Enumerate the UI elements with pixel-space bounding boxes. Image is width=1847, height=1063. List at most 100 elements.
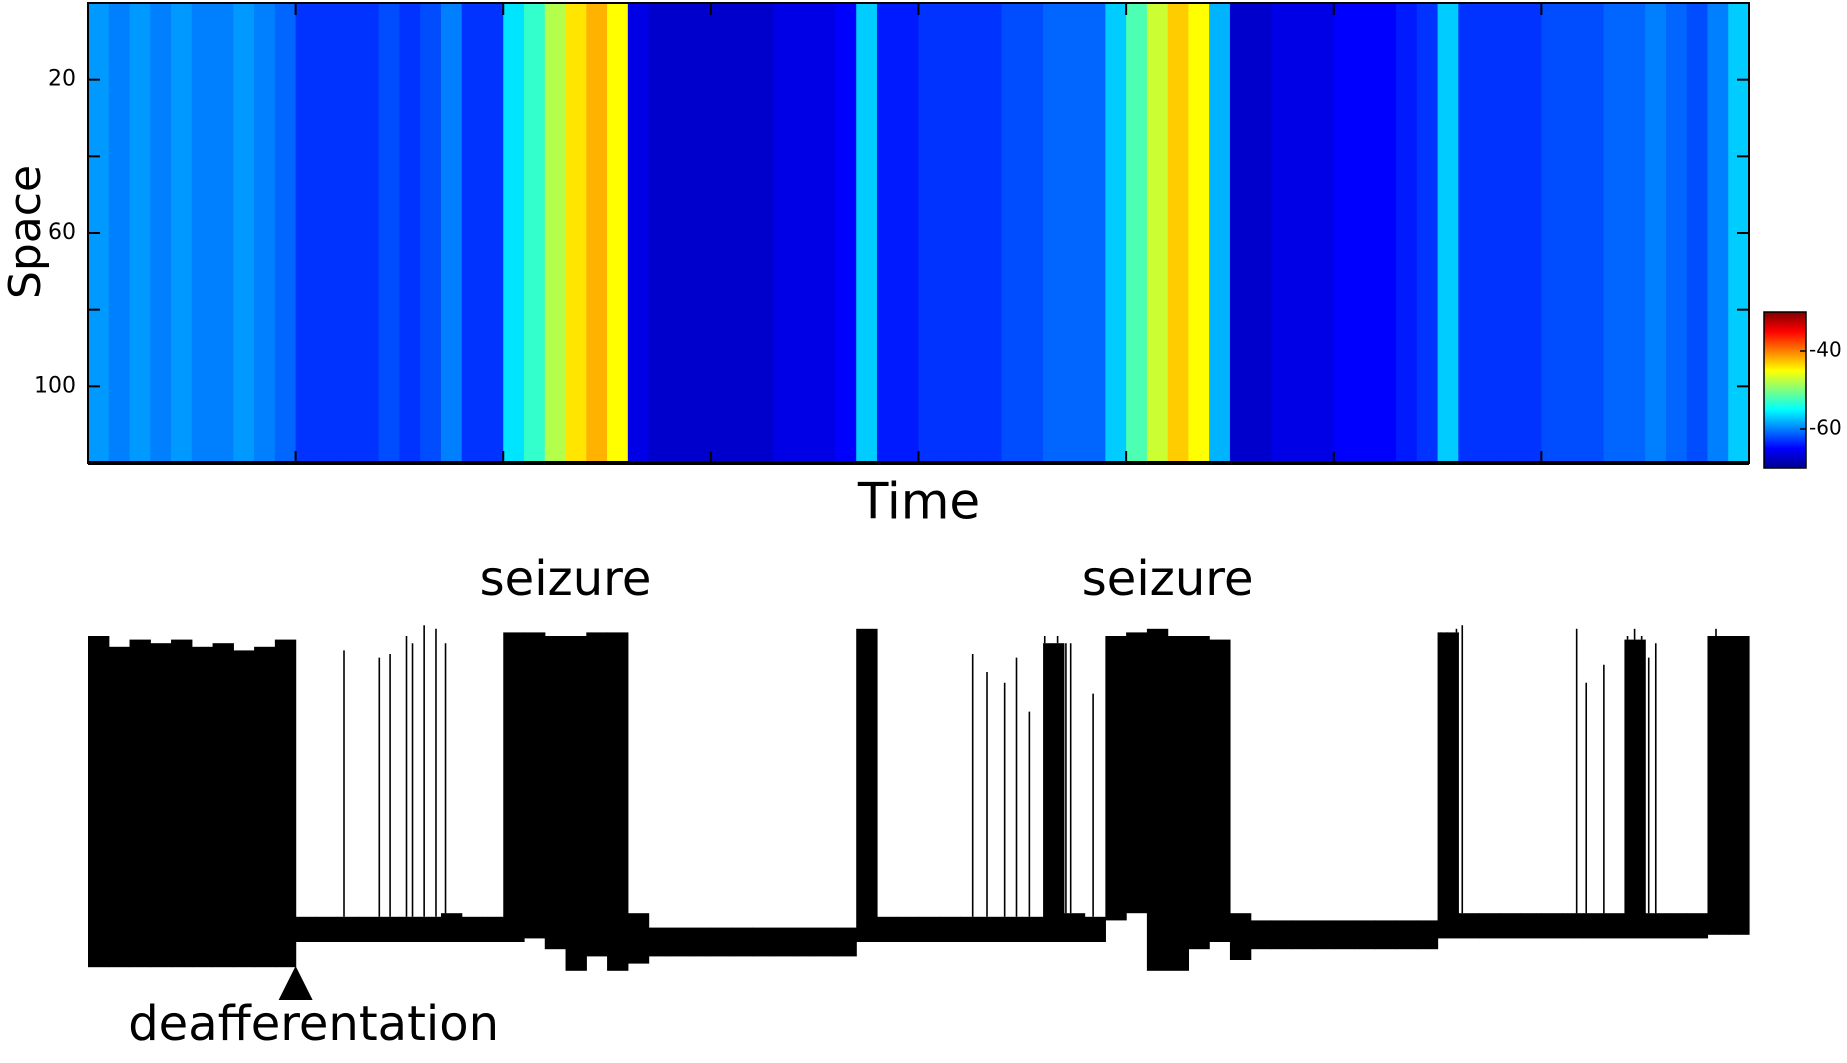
heatmap-cell	[731, 3, 753, 463]
heatmap-cell	[960, 3, 982, 463]
heatmap-cell	[1250, 3, 1273, 463]
heatmap-cell	[1354, 3, 1376, 463]
trace-envelope	[482, 916, 504, 942]
trace-envelope	[1229, 913, 1252, 960]
trace-envelope	[1312, 920, 1335, 950]
trace-envelope	[316, 916, 338, 942]
trace-envelope	[1001, 916, 1023, 942]
trace-envelope	[1520, 913, 1542, 939]
heatmap-cell	[1416, 3, 1439, 463]
heatmap-cell	[254, 3, 276, 463]
heatmap-cell	[108, 3, 131, 463]
annotation-label: deafferentation	[128, 996, 499, 1052]
heatmap-cell	[503, 3, 525, 463]
heatmap-cell	[814, 3, 837, 463]
heatmap-cell	[1686, 3, 1709, 463]
trace-envelope	[1603, 913, 1626, 939]
heatmap-cell	[856, 3, 878, 463]
heatmap-cell	[1582, 3, 1605, 463]
trace-envelope	[129, 639, 151, 968]
heatmap-cell	[1520, 3, 1542, 463]
heatmap-cell	[1312, 3, 1335, 463]
heatmap-cell	[150, 3, 172, 463]
trace-envelope	[897, 916, 920, 942]
trace-envelope	[669, 927, 691, 957]
trace-envelope	[1354, 920, 1376, 950]
trace-envelope	[1084, 916, 1106, 942]
heatmap-cell	[1105, 3, 1127, 463]
trace-envelope	[1728, 636, 1750, 935]
trace-envelope	[254, 646, 276, 968]
heatmap-cell	[1624, 3, 1646, 463]
trace-envelope	[337, 916, 359, 942]
annotation-marker	[278, 966, 313, 1000]
heatmap-cell	[1499, 3, 1522, 463]
trace-envelope	[108, 646, 131, 968]
trace-envelope	[1271, 920, 1293, 950]
heatmap-cell	[420, 3, 442, 463]
heatmap-cell	[1001, 3, 1023, 463]
trace-envelope	[1437, 632, 1459, 939]
colorbar-tick-label: -60	[1809, 416, 1842, 440]
heatmap-cell	[835, 3, 857, 463]
heatmap-cell	[1146, 3, 1169, 463]
trace-envelope	[1043, 643, 1065, 942]
trace-envelope	[503, 632, 525, 942]
trace-envelope	[544, 636, 567, 950]
heatmap-cell	[876, 3, 899, 463]
annotation-label: seizure	[480, 551, 652, 607]
heatmap-cell	[544, 3, 567, 463]
trace-envelope	[586, 632, 608, 957]
heatmap-cell	[1229, 3, 1252, 463]
x-axis-label: Time	[857, 473, 980, 531]
trace-envelope	[1333, 920, 1356, 950]
heatmap-cell	[793, 3, 816, 463]
trace-envelope	[1499, 913, 1522, 939]
trace-envelope	[171, 639, 193, 968]
trace-envelope	[1126, 632, 1148, 914]
trace-envelope	[1479, 913, 1501, 939]
trace-envelope	[233, 650, 255, 968]
heatmap-cell	[171, 3, 193, 463]
colorbar-tick-label: -40	[1809, 338, 1842, 362]
heatmap-cell	[1188, 3, 1210, 463]
trace-envelope	[461, 916, 484, 942]
trace-envelope	[191, 646, 214, 968]
trace-envelope	[1645, 913, 1667, 939]
trace-envelope	[1416, 920, 1439, 950]
heatmap-cell	[1375, 3, 1397, 463]
heatmap-cell	[918, 3, 940, 463]
heatmap-cell	[586, 3, 608, 463]
heatmap-cell	[212, 3, 234, 463]
trace-envelope	[607, 632, 629, 971]
trace-envelope	[1541, 913, 1563, 939]
heatmap-cell	[939, 3, 961, 463]
trace-envelope	[150, 643, 172, 968]
heatmap-cell	[980, 3, 1003, 463]
heatmap-cell	[1126, 3, 1148, 463]
trace-envelope	[274, 639, 297, 968]
trace-envelope	[648, 927, 670, 957]
heatmap-cell	[274, 3, 297, 463]
heatmap-cell	[233, 3, 255, 463]
trace-envelope	[773, 927, 795, 957]
heatmap-cell	[752, 3, 774, 463]
heatmap-cell	[1541, 3, 1563, 463]
trace-envelope	[835, 927, 857, 957]
trace-envelope	[918, 916, 940, 942]
trace-envelope	[1624, 639, 1646, 939]
heatmap-cell	[1063, 3, 1086, 463]
heatmap-cell	[607, 3, 629, 463]
heatmap-cell	[1396, 3, 1418, 463]
heatmap-cell	[1209, 3, 1231, 463]
trace-envelope	[876, 916, 899, 942]
trace-envelope	[1665, 913, 1688, 939]
trace-envelope	[1396, 920, 1418, 950]
heatmap-cell	[1292, 3, 1314, 463]
trace-envelope	[440, 913, 463, 942]
heatmap-cell	[1043, 3, 1065, 463]
trace-envelope	[1375, 920, 1397, 950]
trace-envelope	[524, 632, 546, 939]
trace-envelope	[212, 643, 234, 968]
